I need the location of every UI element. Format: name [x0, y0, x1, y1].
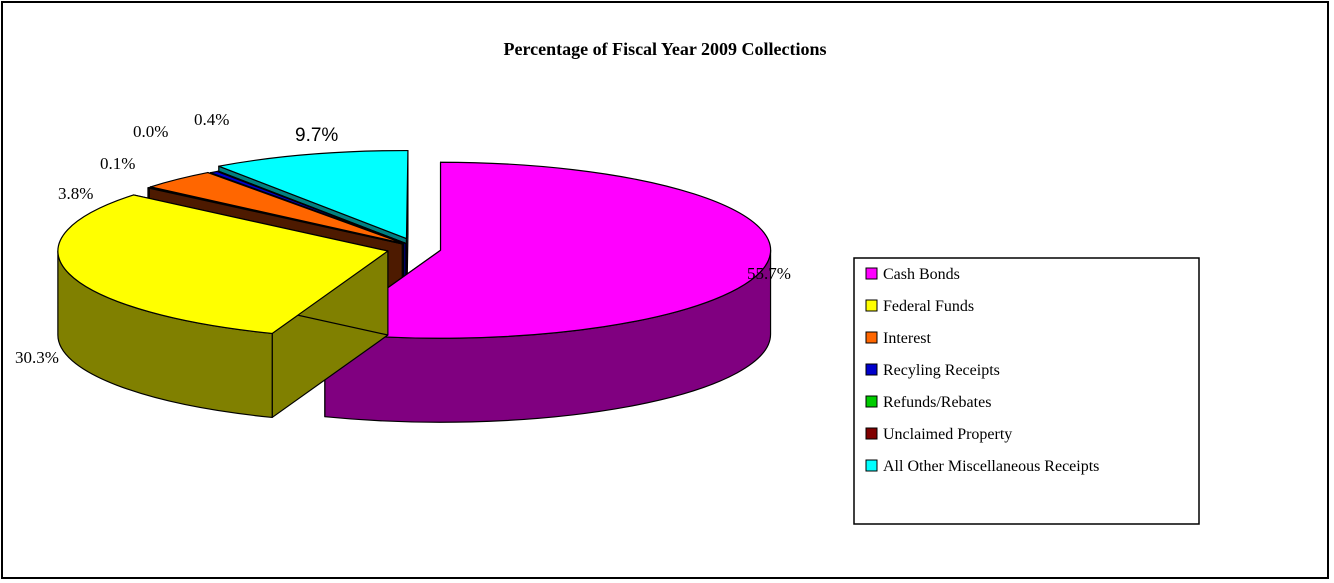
data-label-unclaimed-property: 0.1%: [100, 154, 135, 173]
legend-box: [853, 257, 1200, 525]
data-label-refunds-rebates: 0.0%: [133, 122, 168, 141]
pie-chart: Percentage of Fiscal Year 2009 Collectio…: [15, 39, 1200, 525]
legend-label: Cash Bonds: [883, 266, 960, 283]
legend-label: Interest: [883, 330, 932, 347]
legend-label: Recyling Receipts: [883, 362, 1000, 379]
legend-item-cash-bonds: Cash Bonds: [865, 266, 960, 283]
legend-item-federal-funds: Federal Funds: [865, 298, 974, 315]
slice-top-all-other-miscellaneous-receipts: [218, 149, 409, 240]
legend-swatch: [865, 267, 878, 280]
legend-item-all-other-miscellaneous-receipts: All Other Miscellaneous Receipts: [865, 458, 1099, 475]
slice-top-federal-funds: [57, 194, 389, 335]
slice-top-unclaimed-property: [147, 186, 403, 245]
legend-item-interest: Interest: [865, 330, 932, 347]
legend-swatch: [865, 299, 878, 312]
legend-swatch: [865, 331, 878, 344]
pie-slice-federal-funds: [57, 194, 389, 419]
legend-label: All Other Miscellaneous Receipts: [883, 458, 1099, 475]
legend-label: Refunds/Rebates: [883, 394, 991, 411]
legend-swatch: [865, 427, 878, 440]
legend-item-recyling-receipts: Recyling Receipts: [865, 362, 1000, 379]
data-labels: 55.7% 30.3% 0.1% 3.8% 0.4% 0.0% 9.7%: [15, 110, 791, 367]
slice-top-interest: [149, 171, 405, 245]
chart-title: Percentage of Fiscal Year 2009 Collectio…: [503, 39, 826, 59]
pie-layer: [57, 149, 772, 423]
data-label-all-other-miscellaneous-receipts: 9.7%: [295, 125, 338, 146]
legend: Cash Bonds Federal Funds Interest Recyling …: [853, 257, 1200, 525]
legend-label: Unclaimed Property: [883, 426, 1012, 443]
slice-top-cash-bonds: [324, 161, 772, 339]
slice-top-recyling-receipts: [209, 170, 407, 245]
legend-item-unclaimed-property: Unclaimed Property: [865, 426, 1012, 443]
legend-swatch: [865, 459, 878, 472]
legend-item-refunds-rebates: Refunds/Rebates: [865, 394, 991, 411]
data-label-federal-funds: 30.3%: [15, 348, 59, 367]
legend-swatch: [865, 395, 878, 408]
data-label-cash-bonds: 55.7%: [747, 264, 791, 283]
data-label-interest: 3.8%: [58, 184, 93, 203]
legend-swatch: [865, 363, 878, 376]
legend-label: Federal Funds: [883, 298, 974, 315]
data-label-recyling-receipts: 0.4%: [194, 110, 229, 129]
